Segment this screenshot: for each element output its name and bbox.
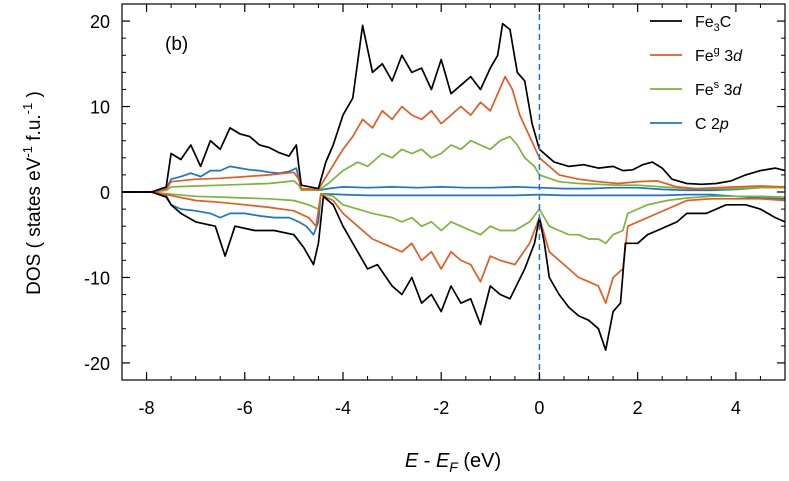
panel-label: (b): [165, 34, 188, 55]
series-line-feg-up: [122, 75, 786, 193]
dos-curves: [122, 22, 786, 351]
x-axis-label: E - EF (eV): [405, 450, 501, 475]
x-tick-label: -6: [237, 398, 253, 418]
series-line-fes-down: [122, 191, 786, 245]
x-tick-label: 2: [633, 398, 643, 418]
legend-label-fe3c: Fe3C: [695, 14, 731, 34]
y-tick-label: -10: [84, 268, 110, 288]
series-line-c2p-down: [122, 191, 786, 236]
y-tick-label: 10: [90, 98, 110, 118]
x-tick-label: -8: [139, 398, 155, 418]
plot-frame: [121, 3, 786, 381]
legend-label-fes: Fes 3d: [695, 79, 743, 99]
y-axis-label: DOS ( states eV-1 f.u.-1 ): [20, 91, 45, 295]
series-line-fe3c-down: [122, 191, 786, 351]
x-axis-ticks: -8 -6 -4 -2 0 2 4: [121, 4, 786, 418]
series-line-c2p-up: [122, 165, 786, 193]
series-line-fe3c-up: [122, 22, 786, 193]
y-tick-label: -20: [84, 354, 110, 374]
y-tick-label: 0: [100, 183, 110, 203]
x-tick-label: 4: [731, 398, 741, 418]
series-line-fes-up: [122, 135, 785, 193]
legend-label-c2p: C 2p: [695, 116, 729, 133]
y-axis-ticks: -20 -10 0 10 20: [84, 12, 785, 374]
x-tick-label: -2: [433, 398, 449, 418]
legend: Fe3C Feg 3d Fes 3d C 2p: [650, 14, 743, 133]
x-tick-label: 0: [534, 398, 544, 418]
legend-label-feg: Feg 3d: [695, 45, 743, 65]
x-tick-label: -4: [335, 398, 351, 418]
y-tick-label: 20: [90, 12, 110, 32]
